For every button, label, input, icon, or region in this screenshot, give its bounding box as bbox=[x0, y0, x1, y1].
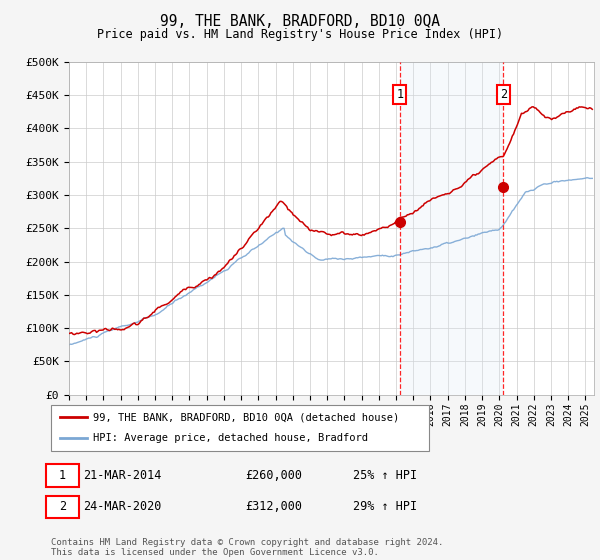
Text: 99, THE BANK, BRADFORD, BD10 0QA: 99, THE BANK, BRADFORD, BD10 0QA bbox=[160, 14, 440, 29]
Text: £260,000: £260,000 bbox=[245, 469, 302, 482]
Bar bbox=[400, 62, 503, 395]
Text: £312,000: £312,000 bbox=[245, 500, 302, 514]
Text: 21-MAR-2014: 21-MAR-2014 bbox=[83, 469, 162, 482]
Text: Price paid vs. HM Land Registry's House Price Index (HPI): Price paid vs. HM Land Registry's House … bbox=[97, 28, 503, 41]
FancyBboxPatch shape bbox=[46, 496, 79, 518]
Text: 1: 1 bbox=[396, 88, 403, 101]
Text: 99, THE BANK, BRADFORD, BD10 0QA (detached house): 99, THE BANK, BRADFORD, BD10 0QA (detach… bbox=[92, 412, 399, 422]
Text: 2: 2 bbox=[59, 500, 66, 514]
FancyBboxPatch shape bbox=[51, 405, 429, 451]
Text: Contains HM Land Registry data © Crown copyright and database right 2024.
This d: Contains HM Land Registry data © Crown c… bbox=[51, 538, 443, 557]
Text: 24-MAR-2020: 24-MAR-2020 bbox=[83, 500, 162, 514]
Text: 29% ↑ HPI: 29% ↑ HPI bbox=[353, 500, 418, 514]
Text: 1: 1 bbox=[59, 469, 66, 482]
Text: 2: 2 bbox=[500, 88, 507, 101]
Text: HPI: Average price, detached house, Bradford: HPI: Average price, detached house, Brad… bbox=[92, 433, 368, 444]
Text: 25% ↑ HPI: 25% ↑ HPI bbox=[353, 469, 418, 482]
FancyBboxPatch shape bbox=[46, 464, 79, 487]
